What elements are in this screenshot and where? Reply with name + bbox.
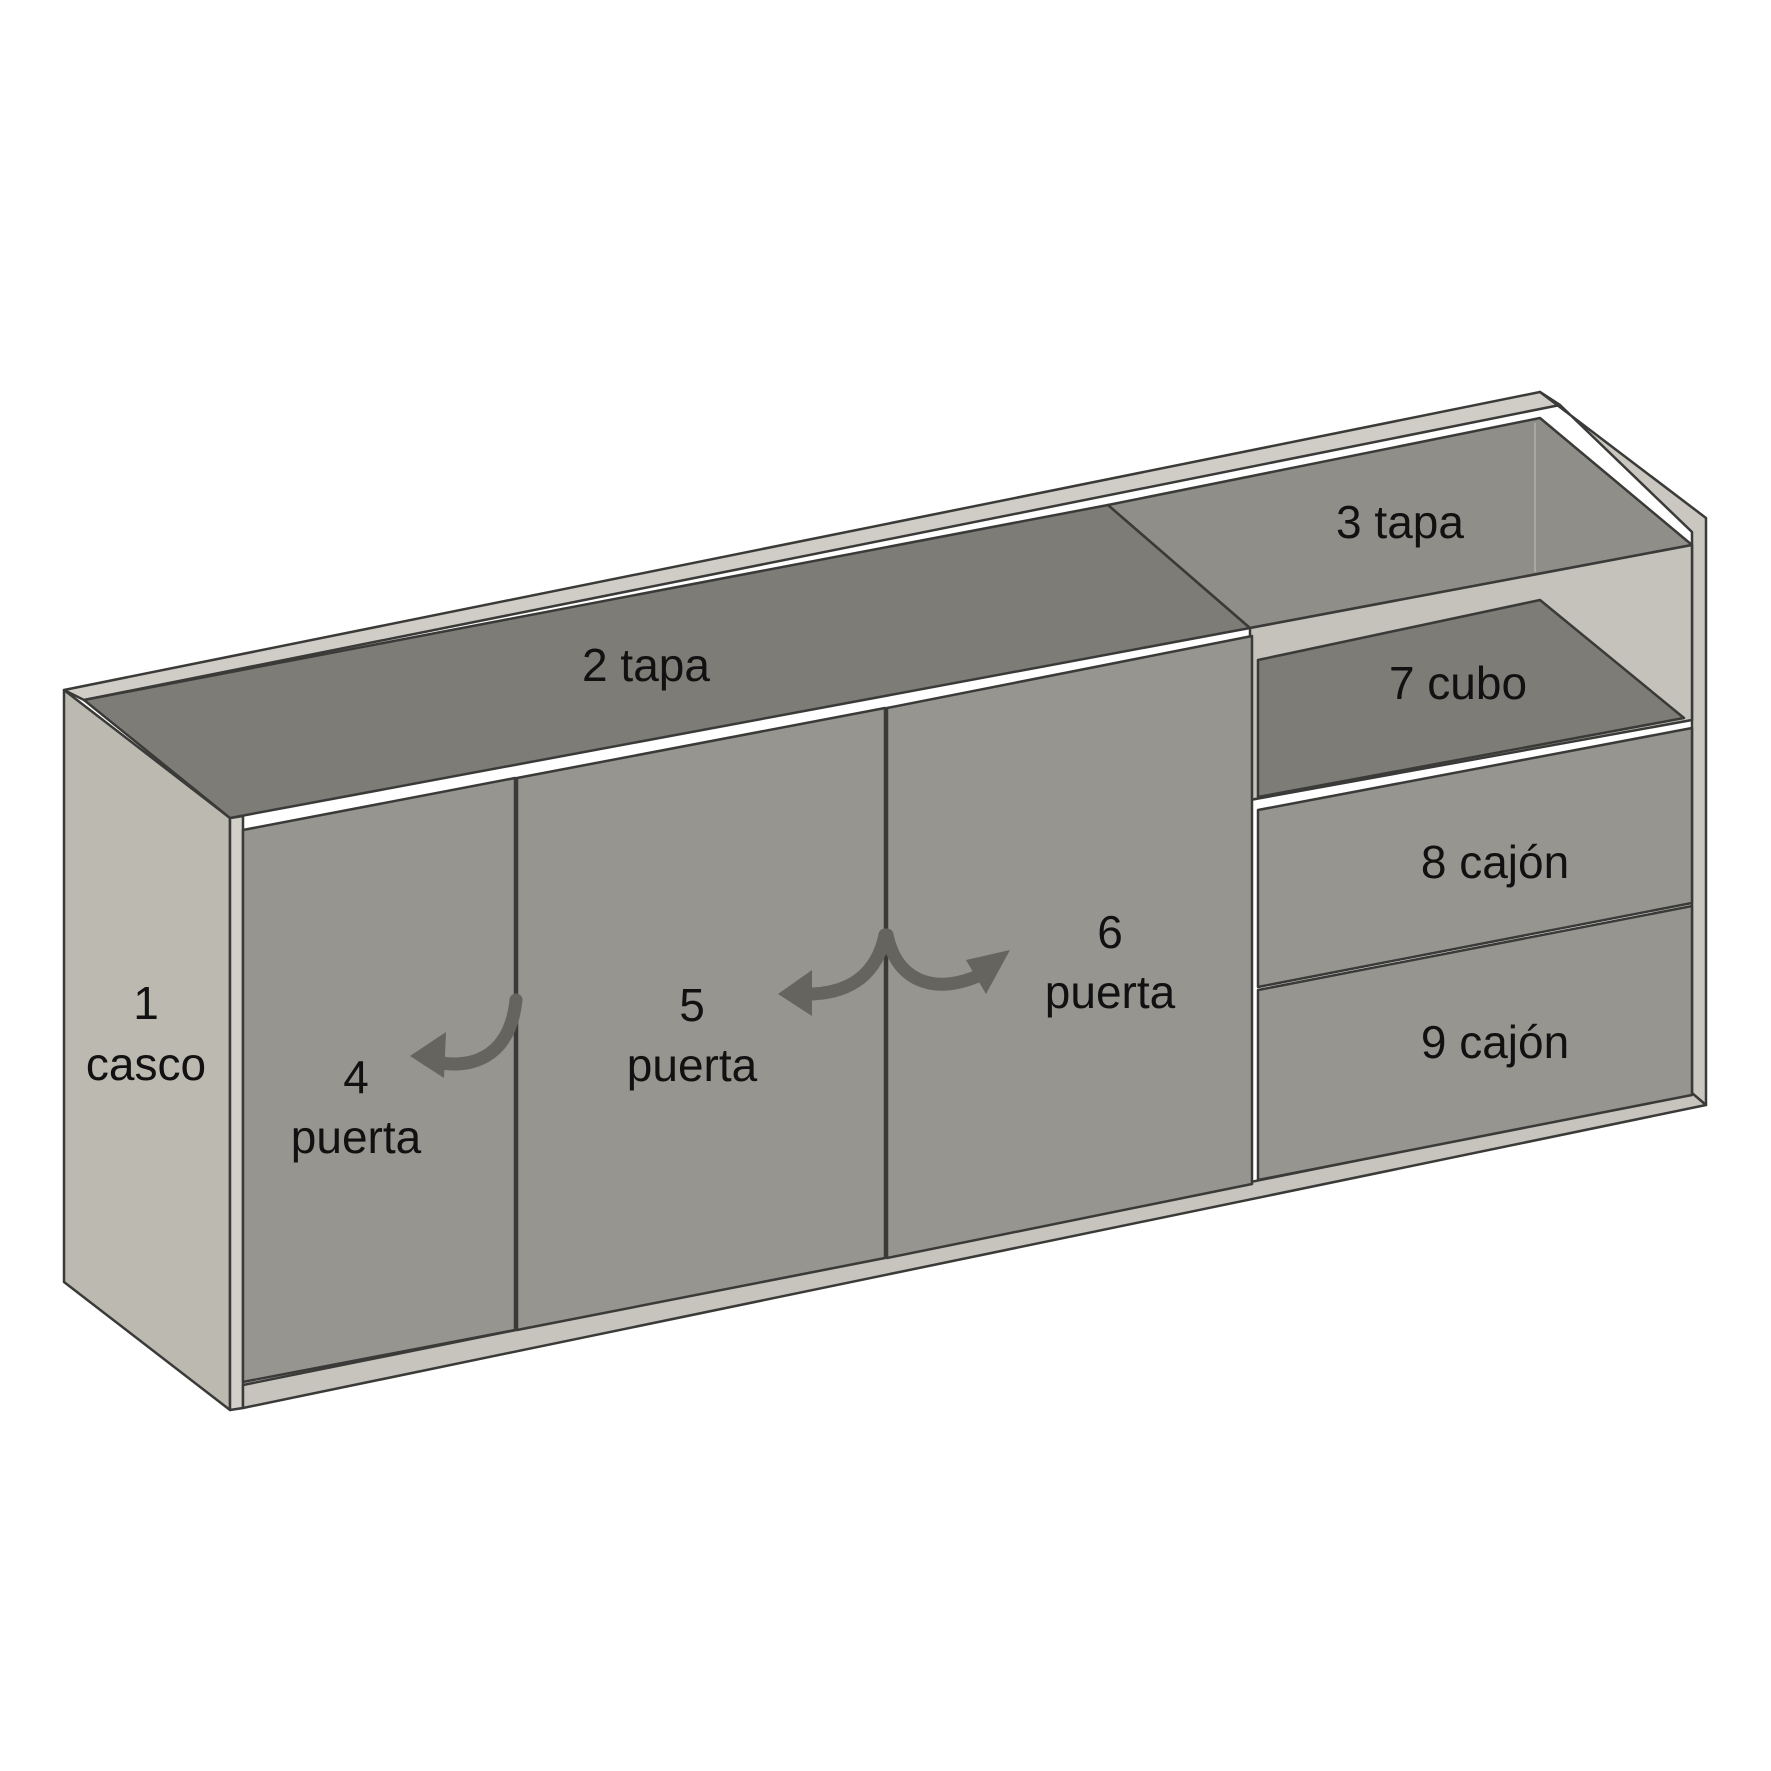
puerta-6-panel: [885, 634, 1254, 1260]
puerta-6-arrowhead: [966, 950, 1010, 994]
label-puerta-6-number: 6: [1097, 906, 1123, 958]
puerta-5-panel: [515, 706, 887, 1332]
label-tapa-3: 3 tapa: [1336, 496, 1464, 548]
cajon-8-panel: [1256, 726, 1694, 989]
label-tapa-2: 2 tapa: [582, 639, 710, 691]
label-cubo-7: 7 cubo: [1389, 657, 1527, 709]
puerta-6-swing-arrow: [880, 928, 985, 991]
casco-front-edge-left: [228, 814, 245, 1412]
label-cajon-9: 9 cajón: [1421, 1016, 1569, 1068]
label-puerta-5-name: puerta: [627, 1039, 758, 1091]
label-puerta-5-number: 5: [679, 979, 705, 1031]
label-cajon-8: 8 cajón: [1421, 836, 1569, 888]
cubo-7-floor: [1256, 598, 1686, 799]
label-puerta-4-number: 4: [343, 1051, 369, 1103]
puerta-4-arrowhead: [410, 1032, 446, 1078]
puerta-5-arrowhead: [778, 970, 812, 1016]
label-casco-name: casco: [86, 1038, 206, 1090]
puerta-4-panel: [241, 776, 517, 1384]
label-puerta-4-name: puerta: [291, 1111, 422, 1163]
label-puerta-6-name: puerta: [1045, 966, 1176, 1018]
puerta-5-swing-arrow: [793, 928, 892, 1001]
cajon-9-panel: [1256, 904, 1694, 1182]
label-casco-number: 1: [133, 977, 159, 1029]
